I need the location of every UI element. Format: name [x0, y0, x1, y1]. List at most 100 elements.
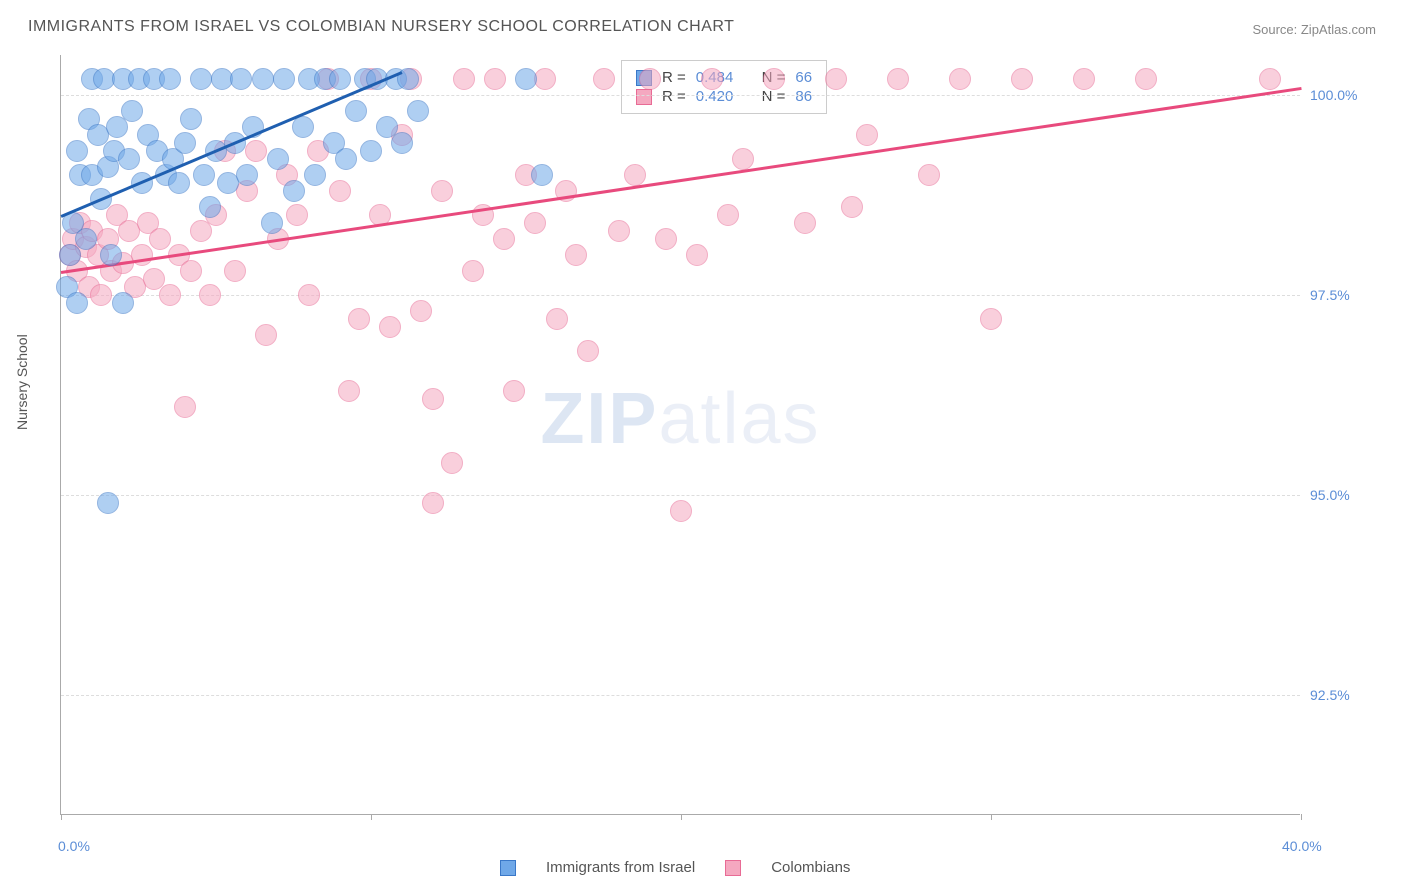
n-value-colombians: 86: [795, 88, 812, 105]
scatter-point-colombians: [224, 260, 246, 282]
scatter-point-colombians: [1259, 68, 1281, 90]
swatch-israel: [500, 860, 516, 876]
scatter-point-israel: [199, 196, 221, 218]
scatter-point-colombians: [453, 68, 475, 90]
x-tick: [991, 814, 992, 820]
scatter-point-colombians: [1011, 68, 1033, 90]
scatter-point-israel: [230, 68, 252, 90]
chart-title: IMMIGRANTS FROM ISRAEL VS COLOMBIAN NURS…: [28, 18, 734, 36]
x-tick: [61, 814, 62, 820]
y-axis-label: Nursery School: [14, 334, 30, 430]
scatter-point-colombians: [1135, 68, 1157, 90]
swatch-colombians: [636, 89, 652, 105]
scatter-point-colombians: [159, 284, 181, 306]
scatter-point-israel: [292, 116, 314, 138]
scatter-point-israel: [391, 132, 413, 154]
scatter-point-colombians: [856, 124, 878, 146]
r-label: R =: [662, 69, 686, 86]
scatter-point-israel: [252, 68, 274, 90]
scatter-point-colombians: [763, 68, 785, 90]
scatter-point-israel: [100, 244, 122, 266]
r-value-colombians: 0.420: [696, 88, 734, 105]
scatter-point-israel: [515, 68, 537, 90]
scatter-point-colombians: [670, 500, 692, 522]
scatter-point-colombians: [90, 284, 112, 306]
n-value-israel: 66: [795, 69, 812, 86]
scatter-point-israel: [168, 172, 190, 194]
scatter-point-colombians: [565, 244, 587, 266]
scatter-point-colombians: [524, 212, 546, 234]
scatter-point-colombians: [717, 204, 739, 226]
scatter-point-israel: [190, 68, 212, 90]
scatter-point-colombians: [462, 260, 484, 282]
scatter-point-colombians: [503, 380, 525, 402]
gridline-horizontal: [61, 95, 1300, 96]
n-label: N =: [762, 88, 786, 105]
scatter-point-israel: [304, 164, 326, 186]
stats-row-colombians: R = 0.420 N = 86: [636, 88, 812, 105]
scatter-point-colombians: [655, 228, 677, 250]
scatter-point-colombians: [887, 68, 909, 90]
bottom-legend: Immigrants from Israel Colombians: [500, 859, 850, 876]
scatter-point-colombians: [338, 380, 360, 402]
scatter-point-colombians: [422, 492, 444, 514]
scatter-point-colombians: [841, 196, 863, 218]
scatter-point-colombians: [348, 308, 370, 330]
scatter-point-colombians: [329, 180, 351, 202]
scatter-point-colombians: [286, 204, 308, 226]
scatter-point-colombians: [546, 308, 568, 330]
scatter-point-israel: [360, 140, 382, 162]
scatter-point-israel: [193, 164, 215, 186]
watermark-atlas: atlas: [658, 379, 820, 459]
scatter-point-israel: [345, 100, 367, 122]
scatter-point-israel: [174, 132, 196, 154]
scatter-point-colombians: [794, 212, 816, 234]
scatter-point-colombians: [980, 308, 1002, 330]
scatter-point-israel: [261, 212, 283, 234]
scatter-point-israel: [75, 228, 97, 250]
x-tick-label-last: 40.0%: [1282, 838, 1406, 854]
scatter-point-israel: [335, 148, 357, 170]
scatter-point-colombians: [918, 164, 940, 186]
scatter-point-israel: [329, 68, 351, 90]
scatter-point-colombians: [255, 324, 277, 346]
scatter-point-colombians: [608, 220, 630, 242]
scatter-point-israel: [159, 68, 181, 90]
scatter-point-colombians: [484, 68, 506, 90]
plot-area: ZIPatlas R = 0.484 N = 66 R = 0.420 N = …: [60, 55, 1300, 815]
scatter-point-israel: [97, 492, 119, 514]
scatter-point-israel: [531, 164, 553, 186]
scatter-point-colombians: [410, 300, 432, 322]
scatter-point-israel: [112, 292, 134, 314]
scatter-point-israel: [180, 108, 202, 130]
gridline-horizontal: [61, 495, 1300, 496]
y-tick-label: 97.5%: [1310, 287, 1380, 303]
scatter-point-colombians: [686, 244, 708, 266]
scatter-point-colombians: [825, 68, 847, 90]
legend-label-colombians: Colombians: [771, 859, 850, 876]
x-tick: [1301, 814, 1302, 820]
watermark: ZIPatlas: [540, 378, 820, 460]
scatter-point-israel: [236, 164, 258, 186]
scatter-point-colombians: [732, 148, 754, 170]
scatter-point-israel: [121, 100, 143, 122]
scatter-point-colombians: [199, 284, 221, 306]
scatter-point-colombians: [441, 452, 463, 474]
scatter-point-israel: [273, 68, 295, 90]
swatch-colombians: [725, 860, 741, 876]
legend-label-israel: Immigrants from Israel: [546, 859, 695, 876]
watermark-zip: ZIP: [540, 379, 658, 459]
scatter-point-colombians: [298, 284, 320, 306]
x-tick-label-first: 0.0%: [58, 838, 90, 854]
y-tick-label: 92.5%: [1310, 687, 1380, 703]
scatter-point-colombians: [431, 180, 453, 202]
scatter-point-israel: [66, 140, 88, 162]
scatter-point-colombians: [1073, 68, 1095, 90]
scatter-point-colombians: [624, 164, 646, 186]
scatter-point-colombians: [149, 228, 171, 250]
scatter-point-colombians: [593, 68, 615, 90]
scatter-point-colombians: [245, 140, 267, 162]
scatter-point-colombians: [949, 68, 971, 90]
scatter-point-colombians: [379, 316, 401, 338]
y-tick-label: 95.0%: [1310, 487, 1380, 503]
